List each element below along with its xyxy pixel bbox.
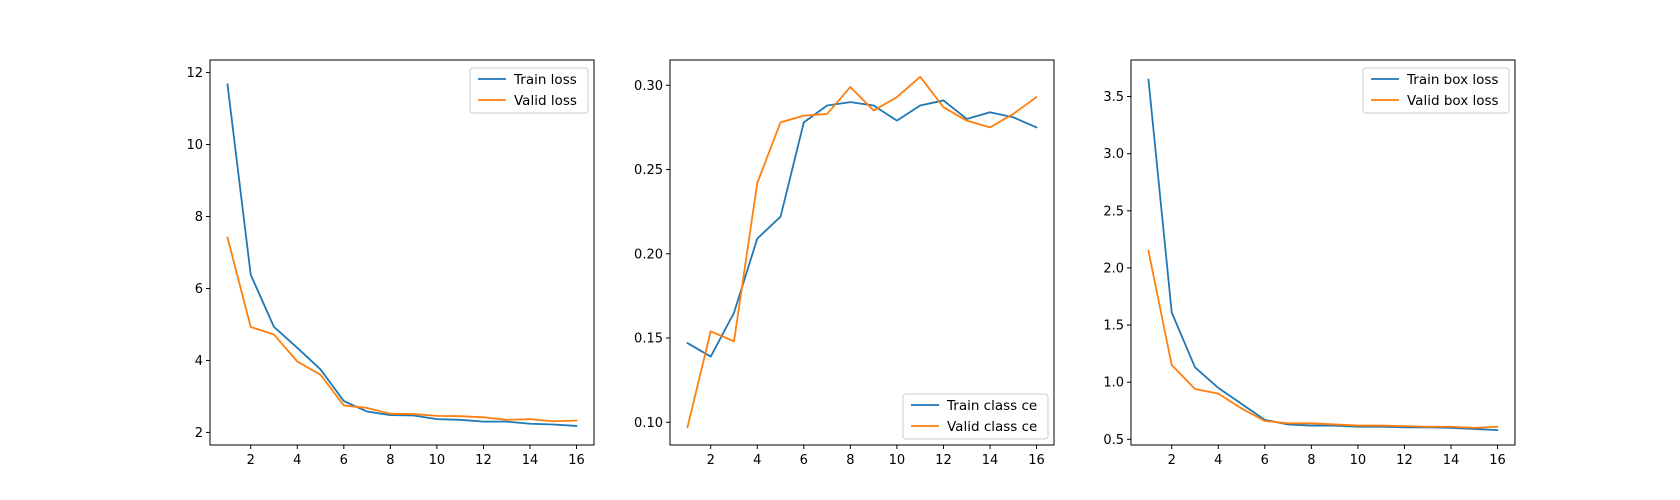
series-line-valid-box-loss (1147, 249, 1499, 429)
x-tick-label: 6 (1261, 453, 1269, 468)
x-tick-label: 12 (1396, 453, 1413, 468)
x-tick-label: 14 (982, 453, 999, 468)
x-tick-label: 2 (1168, 453, 1176, 468)
axes-frame-box-loss (1130, 59, 1516, 446)
legend-label-train-loss: Train loss (513, 72, 577, 88)
y-tick-label: 0.15 (634, 332, 663, 347)
plot-area-loss: 2 4 6 8 10 12 14 16 2 4 6 8 10 12 (186, 66, 584, 468)
series-line-train-loss (226, 83, 578, 427)
y-tick-label: 0.10 (634, 416, 663, 431)
legend-box-loss: Train box loss Valid box loss (1362, 67, 1510, 114)
legend-label-valid-box-loss: Valid box loss (1407, 93, 1499, 109)
series-line-train-class-ce (686, 99, 1038, 358)
x-tick-label: 14 (1443, 453, 1460, 468)
x-tick-label: 4 (293, 453, 301, 468)
x-tick-label: 10 (1350, 453, 1367, 468)
panel-class-ce: 2 4 6 8 10 12 14 16 0.10 0.15 0.20 0.25 0.30 Train c… (634, 59, 1055, 468)
y-tick-label: 2 (195, 426, 203, 441)
x-tick-label: 4 (1214, 453, 1222, 468)
series-line-valid-loss (226, 236, 578, 423)
x-tick-label: 6 (340, 453, 348, 468)
x-tick-label: 10 (429, 453, 446, 468)
x-tick-label: 16 (1489, 453, 1506, 468)
x-tick-label: 8 (1307, 453, 1315, 468)
legend-label-train-box-loss: Train box loss (1406, 72, 1498, 88)
y-tick-label: 12 (186, 66, 203, 81)
x-tick-label: 6 (800, 453, 808, 468)
y-tick-label: 6 (195, 282, 203, 297)
y-tick-label: 8 (195, 210, 203, 225)
legend-label-train-class-ce: Train class ce (946, 398, 1037, 414)
x-tick-label: 16 (568, 453, 585, 468)
x-tick-label: 10 (889, 453, 906, 468)
x-tick-label: 2 (707, 453, 715, 468)
axes-frame-loss (209, 59, 595, 446)
panel-box-loss: 2 4 6 8 10 12 14 16 0.5 1.0 1.5 2.0 2.5 3.0 3.5 Train … (1103, 59, 1516, 468)
legend-box-box-loss (1362, 67, 1510, 114)
y-tick-label: 0.30 (634, 79, 663, 94)
legend-label-valid-class-ce: Valid class ce (947, 419, 1037, 435)
x-tick-label: 2 (247, 453, 255, 468)
y-tick-label: 4 (195, 354, 203, 369)
plot-area-class-ce: 2 4 6 8 10 12 14 16 0.10 0.15 0.20 0.25 0.30 (634, 75, 1045, 468)
x-tick-label: 8 (846, 453, 854, 468)
y-tick-label: 1.5 (1103, 319, 1124, 334)
panel-loss: 2 4 6 8 10 12 14 16 2 4 6 8 10 12 Train loss Valid lo… (186, 59, 595, 468)
y-tick-label: 0.25 (634, 163, 663, 178)
y-tick-label: 0.20 (634, 247, 663, 262)
y-tick-label: 3.5 (1103, 90, 1124, 105)
x-tick-label: 12 (475, 453, 492, 468)
legend-box-class-ce (902, 393, 1049, 440)
x-tick-label: 14 (522, 453, 539, 468)
legend-loss: Train loss Valid loss (469, 67, 589, 114)
y-tick-label: 3.0 (1103, 147, 1124, 162)
x-tick-label: 8 (386, 453, 394, 468)
plot-area-box-loss: 2 4 6 8 10 12 14 16 0.5 1.0 1.5 2.0 2.5 3.0 3.5 (1103, 78, 1506, 468)
x-tick-label: 4 (753, 453, 761, 468)
y-tick-label: 10 (186, 138, 203, 153)
axes-frame-class-ce (669, 59, 1055, 446)
legend-label-valid-loss: Valid loss (514, 93, 577, 109)
y-tick-label: 2.0 (1103, 261, 1124, 276)
x-tick-label: 16 (1028, 453, 1045, 468)
series-line-train-box-loss (1147, 78, 1499, 432)
y-tick-label: 1.0 (1103, 376, 1124, 391)
y-tick-label: 2.5 (1103, 204, 1124, 219)
legend-class-ce: Train class ce Valid class ce (902, 393, 1049, 440)
series-line-valid-class-ce (686, 75, 1038, 429)
x-tick-label: 12 (935, 453, 952, 468)
y-tick-label: 0.5 (1103, 433, 1124, 448)
